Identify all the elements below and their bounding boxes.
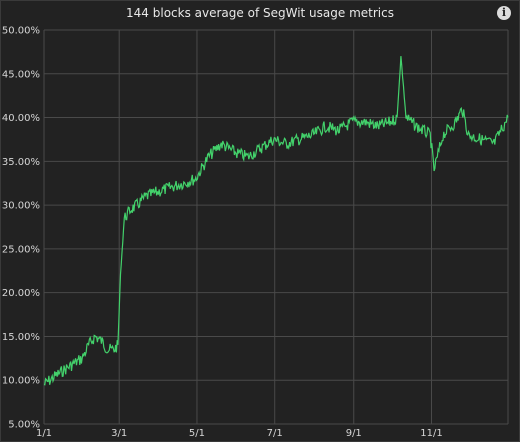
x-tick-label: 5/1 xyxy=(189,428,205,439)
x-tick-label: 3/1 xyxy=(111,428,127,439)
y-tick-label: 35.00% xyxy=(2,157,40,168)
y-tick-label: 50.00% xyxy=(2,26,40,37)
series-line xyxy=(43,56,509,386)
y-tick-label: 20.00% xyxy=(2,288,40,299)
info-icon[interactable]: i xyxy=(497,6,511,20)
x-axis-ticks: 1/1 3/1 5/1 7/1 9/1 11/1 xyxy=(36,428,443,439)
x-tick-label: 7/1 xyxy=(267,428,283,439)
chart-title: 144 blocks average of SegWit usage metri… xyxy=(126,6,394,20)
y-tick-label: 15.00% xyxy=(2,332,40,343)
y-tick-label: 30.00% xyxy=(2,201,40,212)
grid-lines xyxy=(43,29,509,425)
x-tick-label: 11/1 xyxy=(420,428,442,439)
y-tick-label: 40.00% xyxy=(2,113,40,124)
x-tick-label: 9/1 xyxy=(346,428,362,439)
y-tick-label: 5.00% xyxy=(8,420,40,431)
y-tick-label: 10.00% xyxy=(2,376,40,387)
y-tick-label: 25.00% xyxy=(2,244,40,255)
y-tick-label: 45.00% xyxy=(2,69,40,80)
x-tick-label: 1/1 xyxy=(36,428,52,439)
y-axis-ticks: 5.00% 10.00% 15.00% 20.00% 25.00% 30.00% 35.00… xyxy=(2,26,40,431)
